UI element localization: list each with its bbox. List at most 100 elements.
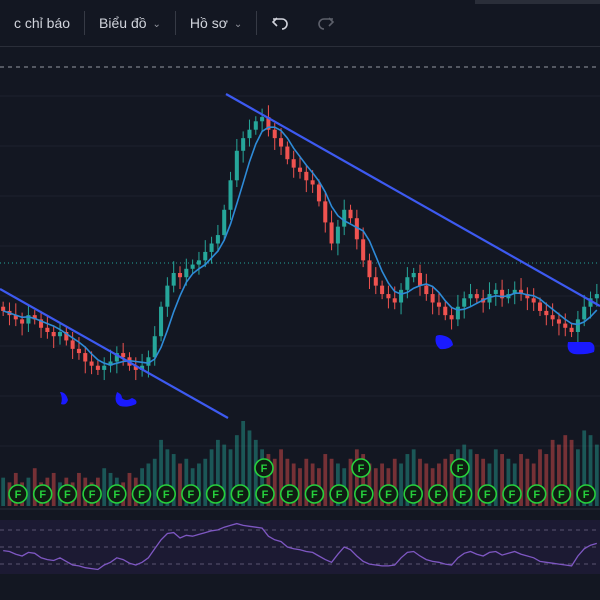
price-chart[interactable]: F F F F F F F F F F F F F F F F F F F F F F F F F F F [0,46,600,600]
candle-body [152,336,157,358]
volume-bar [538,449,542,506]
volume-bar [367,463,372,506]
candle-body [582,306,587,320]
candle-body [121,353,126,358]
event-marker-ring [205,484,226,504]
candle-body [462,298,467,307]
volume-bar [594,444,599,506]
candle-body [159,306,164,337]
event-marker-label: F [410,489,417,501]
volume-bar [291,463,296,506]
event-marker-ring [255,484,275,504]
volume-bar [493,449,498,506]
candle-body [83,353,88,362]
event-marker-ring [82,484,102,504]
event-marker-label: F [113,489,120,501]
volume-bar [544,454,549,506]
candle-body [114,353,119,362]
event-marker-label: F [163,489,170,501]
event-marker-label: F [509,489,516,501]
event-marker-ring [502,484,522,504]
candle-body [392,298,397,303]
candle-body [253,121,258,130]
candle-body [241,138,246,151]
event-marker-label: F [336,489,343,501]
volume-bar [500,454,504,506]
candle-body [335,226,340,244]
toolbar-edge [475,0,600,4]
candle-body [39,319,44,328]
volume-bar [557,444,561,506]
chart-menu-button[interactable]: Biểu đồ ⌄ [85,0,175,46]
profile-menu-label: Hồ sơ [189,15,228,31]
chevron-down-icon: ⌄ [233,18,243,30]
event-marker-ring [304,484,325,504]
event-marker-upper-ring [254,458,274,478]
profile-menu-button[interactable]: Hồ sơ ⌄ [176,0,256,46]
undo-icon [272,17,289,30]
toolbar-divider [256,11,258,35]
annotation-mark [435,335,453,350]
trendline-down-1[interactable] [0,288,229,419]
candle-body [26,315,31,324]
candle-body [367,260,372,278]
candle-body [329,222,334,244]
event-marker-label: F [64,489,71,501]
event-marker-label: F [212,489,219,501]
volume-bar [26,477,31,506]
event-marker-ring [156,484,176,504]
event-marker-ring [32,484,53,504]
candle-body [203,251,208,261]
trendlines[interactable] [0,93,600,419]
volume-bar [266,454,271,506]
candle-body [342,209,347,227]
volume-bar [260,449,264,506]
redo-button[interactable] [303,0,349,46]
annotation-mark [115,392,137,407]
volume-bar [272,458,277,506]
chevron-down-icon: ⌄ [152,18,161,30]
volume-bar [576,449,580,506]
candle-body [430,294,435,303]
event-marker-label: F [385,489,392,501]
volume-bar [563,435,568,506]
annotation-mark [567,342,595,355]
event-marker-ring [452,484,473,504]
candle-body [234,150,239,181]
candle-body [184,268,189,278]
candlesticks [1,105,599,381]
volume-bar [506,458,511,506]
event-marker-ring [353,484,374,504]
event-marker-ring [428,484,448,504]
volume-bar [197,463,201,506]
candle-body [411,273,416,278]
volume-bar [102,468,107,506]
volume-bar [241,421,246,506]
toolbar-divider [84,11,86,35]
moving-average-line [2,126,598,366]
event-markers[interactable]: F F F F F F F F F F F F F F F F F F F F F F F F F F F [8,458,596,504]
event-marker-label: F [583,489,590,501]
candle-body [474,294,479,299]
volume-bar [209,449,214,506]
candle-body [108,361,113,366]
candle-body [373,277,378,286]
event-marker-ring [576,484,596,504]
volume-bar [399,463,403,506]
volume-bar [171,454,176,506]
volume-bar [184,458,189,506]
volume-bar [449,454,454,506]
volume-bar [178,463,182,506]
event-marker-ring [181,484,201,504]
volume-bar [411,449,416,506]
toolbar-divider [174,11,176,35]
event-marker-ring [57,484,78,504]
volume-bar [32,468,37,506]
event-marker-label: F [286,489,293,501]
trendline-down-2[interactable] [225,93,600,307]
candle-body [594,294,599,299]
event-marker-label: F [237,489,244,501]
undo-button[interactable] [257,0,303,46]
indicators-button[interactable]: c chỉ báo [0,0,84,46]
volume-bar [373,468,378,506]
